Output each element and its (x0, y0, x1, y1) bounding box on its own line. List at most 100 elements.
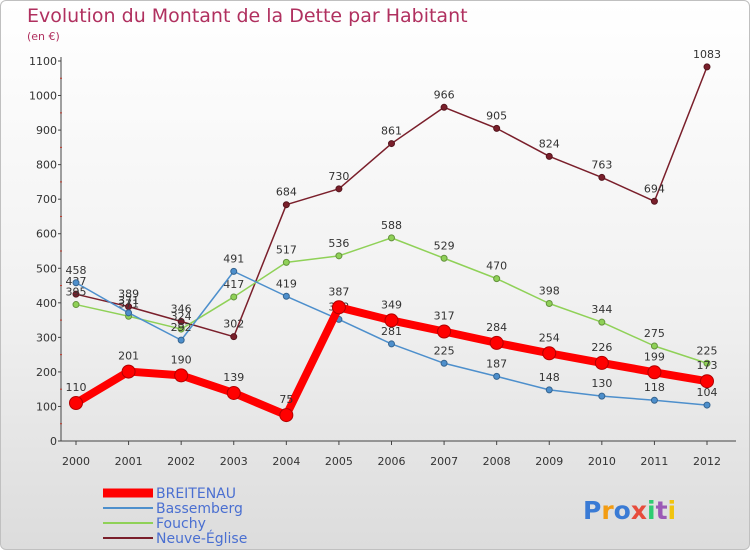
data-point (703, 359, 711, 367)
data-point (598, 173, 606, 181)
y-tick-label: 400 (36, 297, 57, 310)
x-tick-label: 2005 (325, 455, 353, 468)
data-point (493, 275, 501, 283)
data-point (388, 234, 395, 242)
data-label: 139 (223, 371, 244, 384)
x-tick-label: 2010 (588, 455, 616, 468)
data-point (331, 300, 346, 315)
data-label: 344 (591, 303, 612, 316)
data-label: 225 (697, 344, 718, 357)
x-tick-label: 2001 (115, 455, 143, 468)
data-label: 419 (276, 277, 297, 290)
legend-label: Bassemberg (156, 501, 243, 517)
y-tick-label: 200 (36, 366, 57, 379)
data-label: 861 (381, 125, 402, 138)
data-label: 284 (486, 321, 507, 334)
data-point (388, 340, 395, 348)
series-line (75, 270, 708, 406)
data-label: 349 (381, 298, 402, 311)
data-label: 694 (644, 182, 665, 195)
logo-letter: r (601, 496, 614, 525)
data-label: 389 (118, 288, 139, 301)
x-tick-label: 2006 (378, 455, 406, 468)
data-label: 75 (279, 393, 293, 406)
data-point (598, 392, 606, 400)
data-point (230, 267, 238, 275)
data-point (650, 342, 658, 350)
data-label: 371 (118, 294, 139, 307)
data-label: 302 (223, 318, 244, 331)
data-label: 118 (644, 381, 665, 394)
data-label: 324 (171, 310, 192, 323)
data-point (384, 313, 399, 328)
data-point (226, 385, 241, 400)
data-point (279, 408, 294, 423)
data-point (650, 396, 658, 404)
data-point (69, 396, 83, 410)
data-label: 588 (381, 219, 402, 232)
data-point (72, 279, 80, 287)
data-point (493, 372, 501, 380)
x-tick-label: 2000 (62, 455, 90, 468)
y-tick-label: 700 (36, 193, 57, 206)
data-label: 824 (539, 137, 560, 150)
data-label: 491 (223, 252, 244, 265)
data-point (542, 346, 557, 361)
series-breitenau: 110 201 190 139 75 387 349 317 284 254 226 199 173 (66, 285, 718, 423)
series-fouchy: 395 371 324 417 517 536 588 529 470 398 344 275 225 (66, 219, 718, 367)
x-tick-label: 2003 (220, 455, 248, 468)
data-label: 292 (171, 321, 192, 334)
data-label: 190 (171, 353, 192, 366)
logo-letter: P (583, 496, 601, 525)
x-tick-label: 2008 (483, 455, 511, 468)
data-point (545, 300, 553, 308)
data-point (125, 309, 133, 317)
data-point (545, 152, 553, 160)
data-label: 317 (434, 309, 455, 322)
data-label: 346 (171, 302, 192, 315)
data-label: 966 (434, 88, 455, 101)
data-point (230, 333, 238, 341)
data-label: 417 (223, 278, 244, 291)
data-label: 517 (276, 243, 297, 256)
data-label: 387 (328, 285, 349, 298)
data-label: 763 (591, 158, 612, 171)
legend-label: BREITENAU (156, 486, 236, 502)
data-point (335, 252, 343, 260)
data-label: 398 (539, 285, 560, 298)
data-point (177, 317, 185, 325)
data-label: 281 (381, 325, 402, 338)
data-label: 905 (486, 109, 507, 122)
data-point (647, 365, 662, 380)
x-tick-label: 2009 (535, 455, 563, 468)
data-label: 529 (434, 239, 455, 252)
data-label: 395 (66, 286, 87, 299)
logo-letter: i (668, 496, 677, 525)
series-line (75, 66, 708, 338)
x-tick-label: 2012 (693, 455, 721, 468)
data-point (230, 293, 238, 301)
data-point (177, 325, 185, 333)
data-point (177, 336, 185, 344)
x-tick-label: 2007 (430, 455, 458, 468)
chart-title: Evolution du Montant de la Dette par Hab… (27, 5, 468, 27)
data-label: 148 (539, 371, 560, 384)
data-point (440, 103, 448, 111)
data-point (493, 124, 501, 132)
data-label: 130 (591, 377, 612, 390)
y-tick-label: 500 (36, 262, 57, 275)
series-bassemberg: 458371292491419352281225187148130118104 (66, 252, 718, 409)
data-point (489, 335, 504, 350)
data-label: 458 (66, 264, 87, 277)
y-tick-label: 1100 (29, 55, 57, 68)
y-tick-label: 900 (36, 124, 57, 137)
data-point (174, 368, 189, 383)
data-label: 730 (328, 170, 349, 183)
logo-letter: i (647, 496, 656, 525)
x-tick-label: 2002 (167, 455, 195, 468)
legend-label: Neuve-Église (156, 530, 247, 547)
data-point (437, 324, 452, 339)
data-label: 371 (118, 297, 139, 310)
